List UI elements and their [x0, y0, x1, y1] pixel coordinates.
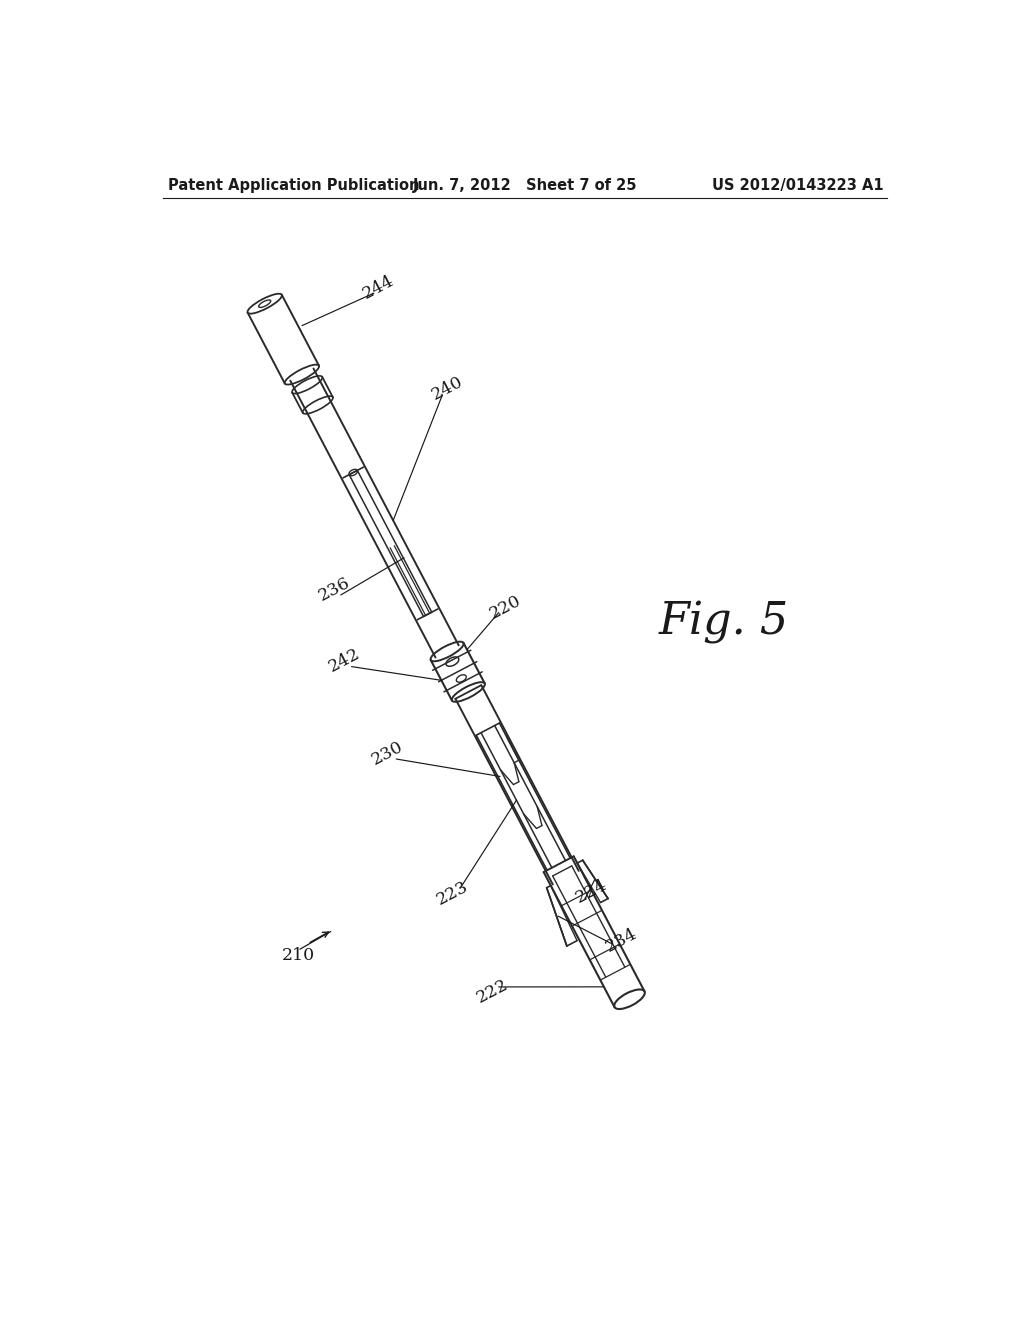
Text: Patent Application Publication: Patent Application Publication [168, 178, 419, 193]
Text: 230: 230 [369, 738, 406, 768]
Text: Jun. 7, 2012   Sheet 7 of 25: Jun. 7, 2012 Sheet 7 of 25 [413, 178, 637, 193]
Text: 240: 240 [429, 372, 466, 403]
Text: 234: 234 [602, 925, 640, 956]
Text: 222: 222 [474, 977, 511, 1007]
Text: 220: 220 [486, 593, 524, 623]
Text: 242: 242 [326, 645, 364, 676]
Text: Fig. 5: Fig. 5 [658, 601, 788, 644]
Text: 224: 224 [572, 876, 609, 907]
Text: 244: 244 [359, 272, 397, 304]
Text: US 2012/0143223 A1: US 2012/0143223 A1 [712, 178, 884, 193]
Text: 210: 210 [282, 946, 315, 964]
Text: 236: 236 [316, 574, 353, 605]
Text: 223: 223 [434, 879, 471, 909]
